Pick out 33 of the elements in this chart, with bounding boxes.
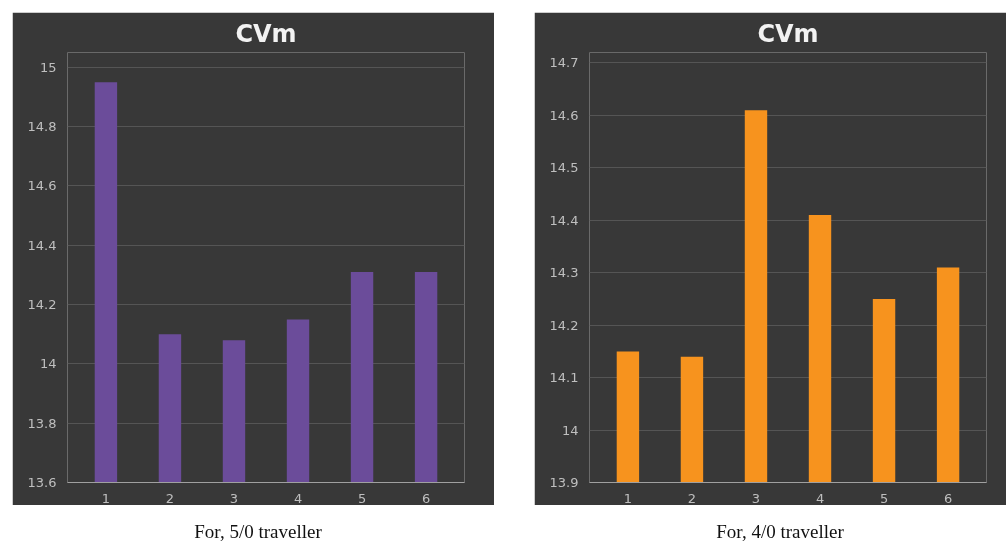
chart-title: CVm [235, 19, 297, 48]
x-tick-label: 1 [623, 490, 633, 506]
text: For, 5/0 traveller [194, 520, 322, 544]
x-tick-label: 6 [421, 490, 431, 506]
y-tick-label: 14.6 [549, 107, 579, 123]
y-tick-label: 14.2 [27, 297, 57, 313]
y-tick-label: 15 [39, 59, 57, 75]
y-tick-label: 14.7 [549, 55, 579, 71]
x-tick-label: 5 [879, 490, 889, 506]
x-tick-label: 3 [751, 490, 761, 506]
y-tick-label: 14.3 [549, 265, 579, 281]
y-tick-label: 14.2 [549, 317, 579, 333]
x-tick-label: 2 [165, 490, 175, 506]
text: For, 4/0 traveller [716, 520, 844, 544]
y-tick-label: 14.6 [27, 178, 57, 194]
chart-title: CVm [757, 19, 819, 48]
x-tick-label: 4 [293, 490, 303, 506]
x-tick-label: 5 [357, 490, 367, 506]
y-tick-label: 13.8 [27, 415, 57, 431]
x-tick-label: 6 [943, 490, 953, 506]
y-tick-label: 14.5 [549, 160, 579, 176]
y-tick-label: 14.1 [549, 370, 579, 386]
x-tick-label: 2 [687, 490, 697, 506]
y-tick-label: 14.4 [549, 212, 579, 228]
y-tick-label: 13.6 [27, 475, 57, 490]
x-tick-label: 4 [815, 490, 825, 506]
y-tick-label: 14.4 [27, 237, 57, 253]
x-tick-label: 3 [229, 490, 239, 506]
y-tick-label: 13.9 [549, 475, 579, 490]
y-tick-label: 14 [561, 422, 579, 438]
y-tick-label: 14 [39, 356, 57, 372]
x-tick-label: 1 [101, 490, 111, 506]
y-tick-label: 14.8 [27, 119, 57, 135]
